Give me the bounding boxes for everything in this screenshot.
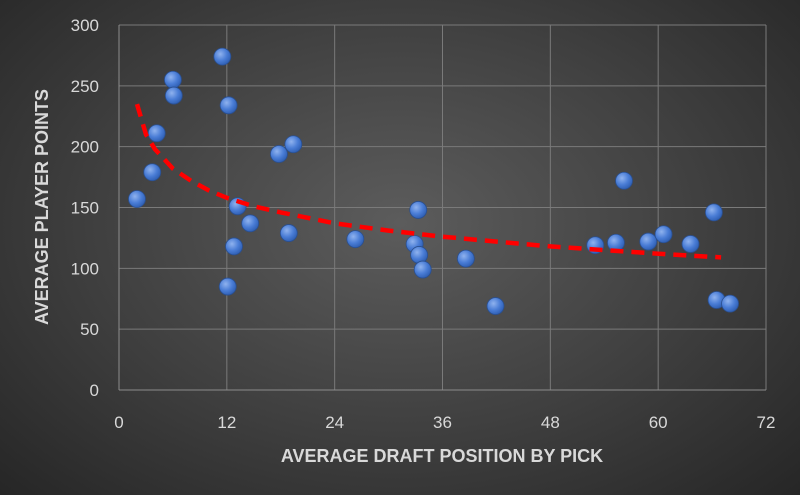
x-tick-label: 0: [114, 413, 123, 432]
data-point: [654, 225, 673, 244]
data-point: [486, 297, 505, 315]
y-tick-label: 250: [71, 77, 99, 96]
x-tick-labels: 0 12 24 36 48 60 72: [114, 413, 775, 432]
data-point: [143, 163, 162, 182]
data-point: [164, 70, 182, 89]
y-tick-label: 200: [71, 138, 99, 157]
trendline: [134, 103, 722, 260]
x-tick-label: 48: [541, 413, 560, 432]
data-point: [721, 294, 739, 313]
x-tick-label: 60: [649, 413, 668, 432]
grid: [119, 24, 767, 390]
data-point: [284, 135, 303, 154]
y-tick-label: 50: [80, 320, 99, 339]
data-point: [270, 145, 288, 163]
axes: [118, 25, 766, 391]
data-point: [225, 237, 243, 256]
data-point: [346, 230, 365, 249]
data-point: [413, 260, 432, 279]
y-axis-title: AVERAGE PLAYER POINTS: [32, 89, 52, 325]
data-point: [681, 235, 700, 253]
data-point: [241, 214, 260, 233]
data-point: [704, 203, 723, 222]
x-tick-label: 24: [325, 413, 344, 432]
data-point: [279, 224, 298, 242]
data-point: [639, 232, 658, 251]
y-tick-label: 0: [90, 381, 99, 400]
y-tick-label: 150: [71, 199, 99, 218]
x-tick-label: 36: [433, 413, 452, 432]
data-point: [128, 190, 146, 208]
data-point: [615, 171, 633, 190]
data-point: [456, 249, 475, 268]
y-tick-label: 100: [71, 259, 99, 278]
y-tick-labels: 0 50 100 150 200 250 300: [71, 16, 99, 400]
data-point: [147, 124, 166, 143]
data-point: [218, 277, 237, 296]
data-points: [128, 47, 739, 315]
x-tick-label: 72: [757, 413, 776, 432]
data-point: [410, 246, 429, 264]
data-point: [164, 86, 183, 105]
x-axis-title: AVERAGE DRAFT POSITION BY PICK: [281, 446, 603, 466]
y-tick-label: 300: [71, 16, 99, 35]
data-point: [409, 201, 428, 219]
x-tick-label: 12: [217, 413, 236, 432]
data-point: [219, 96, 238, 115]
data-point: [213, 47, 232, 66]
trendline-group: [134, 103, 722, 260]
